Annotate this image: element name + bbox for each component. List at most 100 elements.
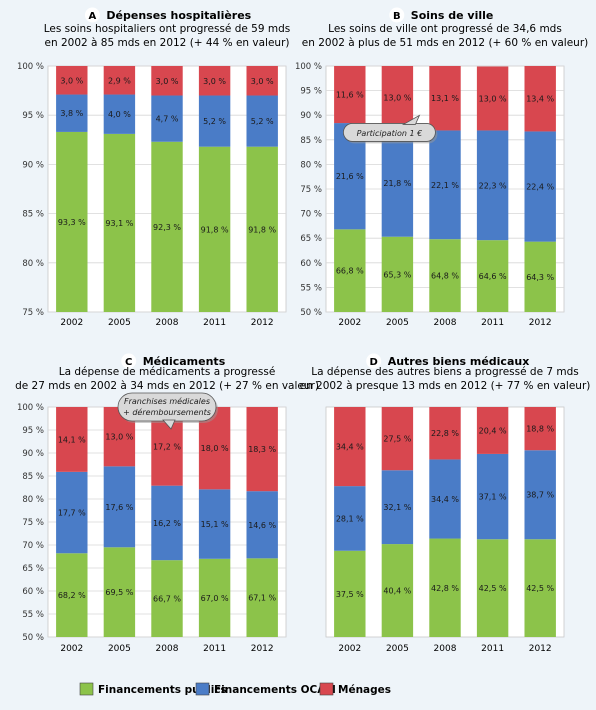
bar-value-label: 13,0 %: [479, 94, 507, 103]
annotation-callout: Franchises médicales+ déremboursements: [117, 392, 218, 430]
x-tick-label: 2011: [203, 318, 226, 328]
bar-segment: [429, 66, 461, 131]
panel-subtitle: La dépense de médicaments a progressé: [59, 366, 276, 378]
bar-value-label: 11,6 %: [336, 91, 364, 100]
panel-subtitle: La dépense des autres biens a progressé …: [311, 366, 579, 378]
bar-value-label: 17,7 %: [58, 509, 86, 518]
bar-value-label: 21,8 %: [383, 179, 411, 188]
y-tick-label: 85 %: [300, 136, 322, 146]
panel-letter-badge: [366, 353, 382, 369]
bar-segment: [56, 66, 88, 95]
bar-segment: [429, 239, 461, 312]
bar-value-label: 67,1 %: [248, 594, 276, 603]
bar-value-label: 65,3 %: [383, 270, 411, 279]
bar-value-label: 18,0 %: [201, 444, 229, 453]
bar-segment: [246, 146, 278, 312]
bar-value-label: 5,2 %: [203, 117, 226, 126]
bar-segment: [246, 558, 278, 637]
bar-value-label: 37,5 %: [336, 590, 364, 599]
y-tick-label: 55 %: [300, 283, 322, 293]
panel-letter-badge: [121, 353, 137, 369]
y-tick-label: 75 %: [300, 185, 322, 195]
bar-value-label: 22,1 %: [431, 181, 459, 190]
bar-segment: [381, 544, 414, 637]
bar-segment: [381, 236, 414, 312]
bar-segment: [103, 466, 136, 548]
y-tick-label: 90 %: [22, 449, 44, 459]
bar-value-label: 22,4 %: [526, 183, 554, 192]
bar-segment: [524, 407, 556, 451]
bar-segment: [198, 558, 231, 637]
bar-segment: [429, 130, 461, 240]
bar-segment: [524, 241, 556, 312]
annotation-text: Franchises médicales: [124, 396, 210, 406]
y-tick-label: 80 %: [22, 495, 44, 505]
bar-segment: [334, 486, 366, 551]
bar-segment: [334, 407, 366, 487]
bar-segment: [476, 539, 509, 637]
bar-segment: [246, 491, 278, 559]
bar-value-label: 3,0 %: [251, 77, 274, 86]
bar-value-label: 34,4 %: [336, 443, 364, 452]
y-tick-label: 80 %: [300, 160, 322, 170]
y-tick-label: 60 %: [22, 587, 44, 597]
bar-value-label: 17,2 %: [153, 442, 181, 451]
bar-segment: [198, 66, 231, 96]
y-tick-label: 100 %: [17, 403, 44, 413]
legend-label: Ménages: [338, 684, 391, 696]
bar-value-label: 32,1 %: [383, 503, 411, 512]
annotation-text: + déremboursements: [123, 407, 211, 417]
bar-value-label: 5,2 %: [251, 117, 274, 126]
bar-segment: [429, 538, 461, 637]
x-tick-label: 2012: [251, 644, 274, 654]
panel-subtitle: Les soins hospitaliers ont progressé de …: [44, 23, 291, 35]
x-tick-label: 2008: [434, 318, 457, 328]
chart-panel-d: Autres biens médicaux DLa dépense des aut…: [300, 353, 590, 654]
legend-swatch: [79, 682, 94, 696]
bar-value-label: 93,3 %: [58, 218, 86, 227]
bar-segment: [246, 407, 278, 492]
bar-value-label: 3,0 %: [203, 77, 226, 86]
annotation-callout: Participation 1 €: [342, 114, 438, 144]
bar-value-label: 40,4 %: [383, 587, 411, 596]
y-tick-label: 65 %: [300, 234, 322, 244]
y-tick-label: 55 %: [22, 610, 44, 620]
bar-segment: [476, 130, 509, 241]
x-tick-label: 2005: [386, 318, 409, 328]
panel-letter: A: [89, 11, 97, 22]
x-tick-label: 2008: [434, 644, 457, 654]
y-tick-label: 85 %: [22, 210, 44, 220]
y-tick-label: 95 %: [22, 111, 44, 121]
x-tick-label: 2002: [338, 644, 361, 654]
bar-value-label: 66,8 %: [336, 267, 364, 276]
bar-segment: [381, 129, 414, 237]
bar-segment: [56, 407, 88, 472]
bar-value-label: 14,1 %: [58, 435, 86, 444]
panel-subtitle: en 2002 à 85 mds en 2012 (+ 44 % en vale…: [45, 37, 290, 49]
bar-segment: [381, 470, 414, 545]
bar-segment: [103, 547, 136, 637]
bar-value-label: 3,0 %: [60, 76, 83, 85]
bar-segment: [476, 407, 509, 454]
bar-value-label: 42,5 %: [479, 584, 507, 593]
y-tick-label: 85 %: [22, 472, 44, 482]
bar-value-label: 2,9 %: [108, 76, 131, 85]
bar-segment: [334, 229, 366, 312]
bar-value-label: 69,5 %: [105, 588, 133, 597]
panel-letter: B: [393, 11, 401, 22]
bar-value-label: 93,1 %: [105, 219, 133, 228]
bar-value-label: 68,2 %: [58, 591, 86, 600]
x-tick-label: 2005: [386, 644, 409, 654]
y-tick-label: 90 %: [22, 160, 44, 170]
bar-segment: [524, 539, 556, 637]
x-tick-label: 2012: [529, 644, 552, 654]
bar-value-label: 18,8 %: [526, 425, 554, 434]
x-tick-label: 2011: [481, 318, 504, 328]
y-tick-label: 50 %: [22, 633, 44, 643]
bar-value-label: 64,8 %: [431, 272, 459, 281]
panel-title: Dépenses hospitalières: [106, 9, 251, 22]
bar-value-label: 4,0 %: [108, 110, 131, 119]
y-tick-label: 70 %: [300, 210, 322, 220]
bar-segment: [524, 131, 556, 242]
